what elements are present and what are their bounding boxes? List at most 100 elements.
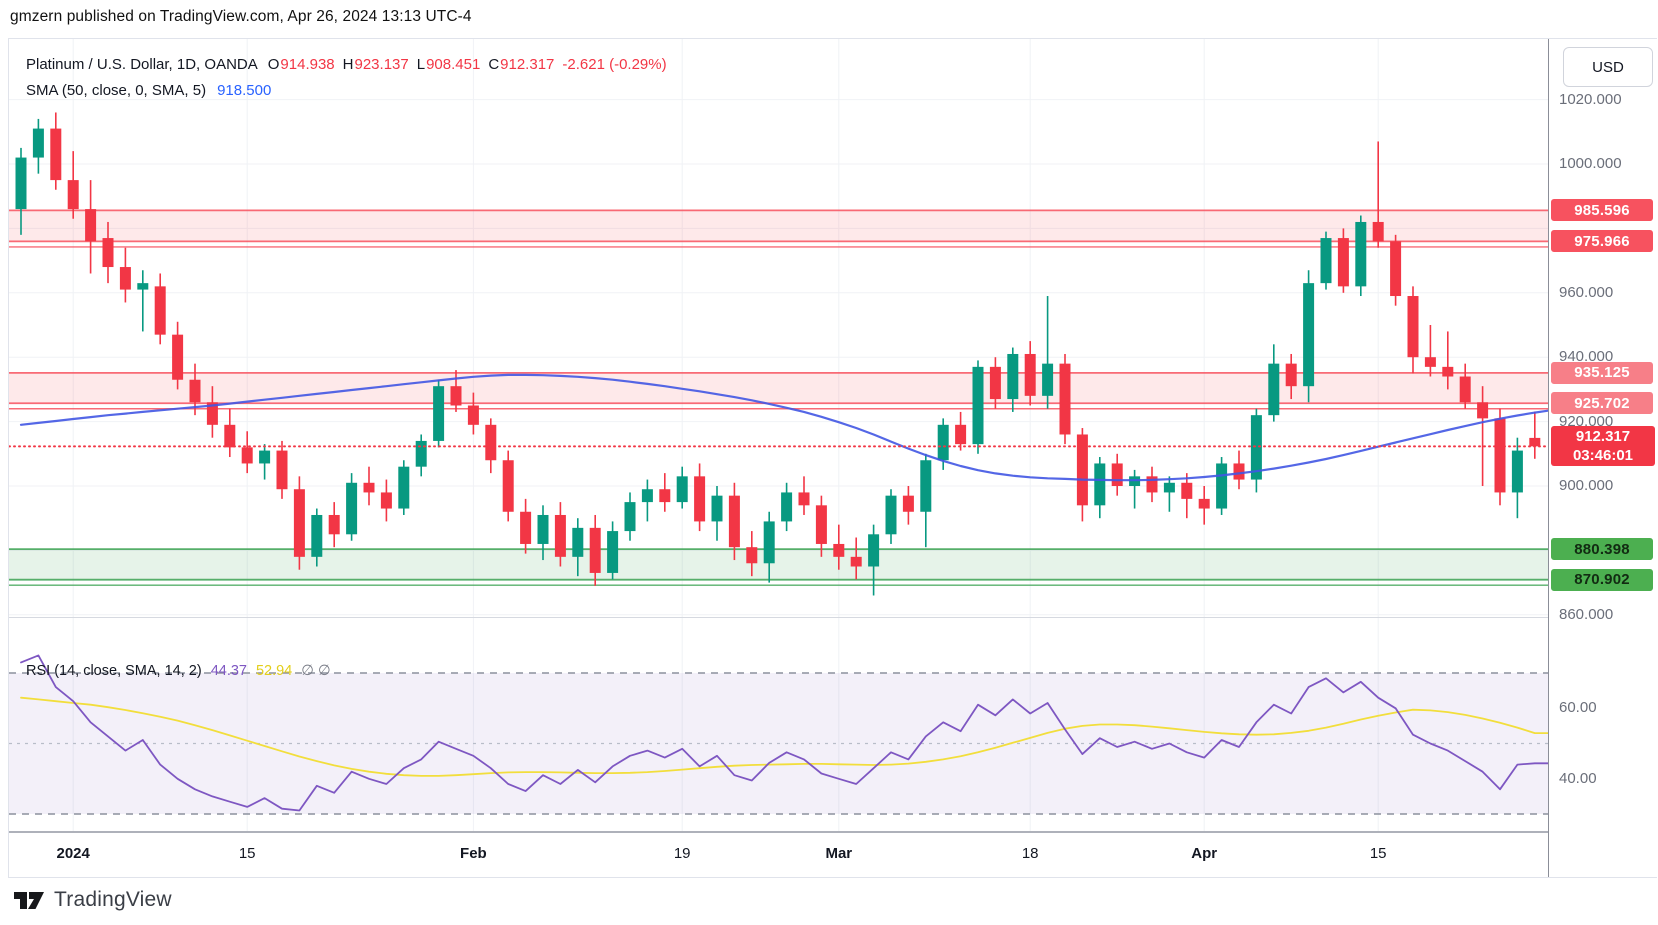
high-value: H923.137 — [342, 55, 409, 73]
price-axis-label: 60.00 — [1559, 699, 1597, 717]
candle-body — [572, 527, 584, 557]
candle-body — [676, 476, 688, 503]
candle-body — [694, 476, 706, 522]
sma-value: 918.500 — [217, 81, 272, 99]
candle-up — [398, 460, 410, 515]
candle-down — [728, 482, 740, 561]
candle-down — [154, 273, 166, 345]
candle-down — [1111, 453, 1123, 496]
candle-body — [1511, 450, 1523, 493]
candle-down — [328, 502, 340, 548]
candle-up — [32, 118, 44, 174]
candle-body — [1059, 363, 1071, 435]
price-pane[interactable] — [9, 39, 1548, 618]
candle-down — [119, 247, 131, 303]
close-value: C912.317 — [488, 55, 555, 73]
watermark-header: gmzern published on TradingView.com, Apr… — [10, 8, 472, 25]
axis-separator — [9, 831, 1658, 833]
candle-body — [989, 366, 1001, 400]
candle-body — [398, 466, 410, 509]
candle-body — [102, 238, 114, 268]
candle-down — [502, 450, 514, 522]
candle-body — [450, 386, 462, 406]
candle-down — [450, 370, 462, 412]
candle-body — [833, 543, 845, 557]
price-axis-label: 920.000 — [1559, 412, 1614, 430]
candle-up — [1511, 437, 1523, 519]
last-price-badge: 912.317 03:46:01 — [1551, 426, 1655, 467]
open-value: O914.938 — [267, 55, 335, 73]
rsi-legend[interactable]: RSI (14, close, SMA, 14, 2) 44.37 52.94 … — [26, 663, 331, 679]
candle-up — [1250, 408, 1262, 493]
time-axis[interactable]: 2024 15 Feb 19 Mar 18 Apr 15 — [9, 833, 1548, 877]
time-axis-label: 2024 — [56, 845, 90, 862]
candle-down — [1390, 234, 1402, 306]
price-axis-label: 900.000 — [1559, 477, 1614, 494]
candle-up — [885, 489, 897, 544]
candle-body — [589, 527, 601, 573]
candle-up — [346, 473, 358, 541]
candle-up — [1268, 344, 1280, 422]
time-axis-label: Mar — [825, 845, 853, 862]
candle-body — [1477, 402, 1489, 419]
candle-body — [1529, 437, 1541, 447]
candle-body — [224, 424, 236, 448]
candle-body — [15, 157, 27, 210]
sma-legend-row[interactable]: SMA (50, close, 0, SMA, 5) 918.500 — [26, 77, 675, 103]
candle-body — [885, 495, 897, 535]
candle-body — [241, 447, 253, 464]
price-scale[interactable]: USD 1020.000 1000.000 960.000 940.000 920.00… — [1548, 39, 1658, 877]
time-axis-label: Apr — [1191, 845, 1218, 862]
currency-button[interactable]: USD — [1563, 47, 1653, 87]
candle-body — [1181, 482, 1193, 499]
candle-body — [276, 450, 288, 490]
candle-body — [746, 547, 758, 564]
time-axis-label: 19 — [673, 845, 691, 862]
candle-up — [711, 486, 723, 541]
candle-body — [50, 128, 62, 181]
candle-up — [1094, 457, 1106, 519]
zone-price-badge: 975.966 — [1551, 230, 1653, 253]
symbol-legend[interactable]: Platinum / U.S. Dollar, 1D, OANDA O914.9… — [26, 51, 675, 103]
candle-down — [589, 514, 601, 586]
price-axis-label: 1020.000 — [1559, 90, 1622, 108]
candle-body — [1285, 363, 1297, 387]
tradingview-logo-icon — [14, 892, 44, 909]
candle-body — [1216, 463, 1228, 509]
candle-up — [311, 508, 323, 567]
candle-body — [1459, 376, 1471, 403]
candle-up — [920, 453, 932, 548]
candle-body — [1111, 463, 1123, 486]
symbol-legend-row[interactable]: Platinum / U.S. Dollar, 1D, OANDA O914.9… — [26, 51, 675, 77]
candle-down — [798, 476, 810, 515]
candle-body — [554, 514, 566, 557]
candle-body — [1268, 363, 1280, 416]
candle-up — [1355, 215, 1367, 297]
candle-down — [520, 498, 532, 554]
candle-down — [554, 502, 566, 567]
pane-separator[interactable] — [9, 617, 1658, 618]
candle-down — [293, 476, 305, 570]
candle-body — [1372, 221, 1384, 242]
tradingview-footer[interactable]: TradingView — [13, 888, 172, 912]
time-axis-label: 15 — [238, 845, 256, 862]
support-zone — [9, 549, 1548, 580]
candle-down — [850, 537, 862, 580]
candle-body — [902, 495, 914, 512]
candle-down — [276, 440, 288, 499]
low-value: L908.451 — [416, 55, 481, 73]
rsi-pane[interactable] — [9, 618, 1548, 832]
candle-up — [1303, 270, 1315, 403]
candle-down — [1477, 386, 1489, 486]
candle-down — [694, 463, 706, 532]
rsi-ma-value: 52.94 — [255, 663, 293, 679]
candle-body — [920, 460, 932, 512]
candle-down — [1181, 473, 1193, 519]
candle-body — [1007, 353, 1019, 400]
candle-down — [172, 321, 184, 390]
candle-body — [1320, 238, 1332, 284]
candle-up — [1216, 457, 1228, 515]
candle-up — [572, 518, 584, 577]
candle-down — [224, 408, 236, 458]
candle-down — [1233, 450, 1245, 490]
